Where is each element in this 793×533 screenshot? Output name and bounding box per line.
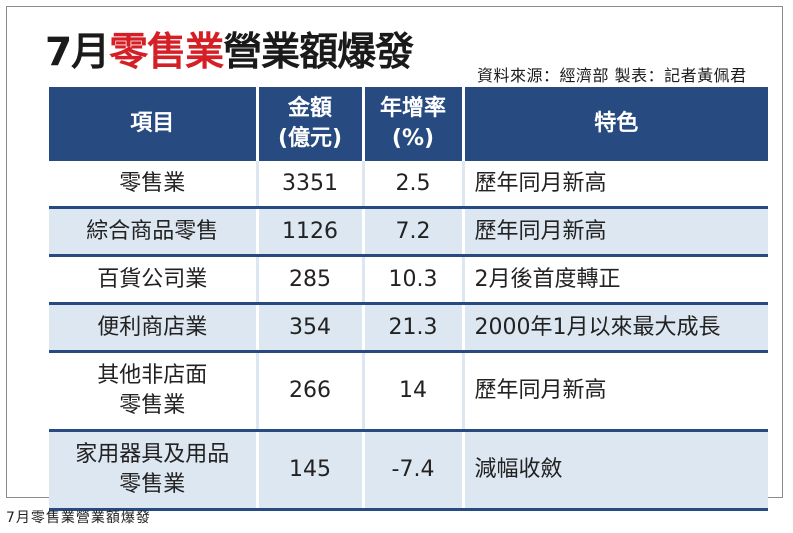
cell-amount: 145 xyxy=(257,430,365,511)
title-prefix: 7月 xyxy=(45,30,110,75)
table-header-row: 項目 金額 (億元) 年增率 (%) 特色 xyxy=(49,87,768,161)
cell-amount: 285 xyxy=(257,255,365,305)
cell-yoy: 7.2 xyxy=(363,207,465,257)
cell-amount: 3351 xyxy=(257,161,365,209)
cell-feature: 2000年1月以來最大成長 xyxy=(463,303,768,353)
cell-feature: 歷年同月新高 xyxy=(463,351,768,432)
infographic-frame: 7月零售業營業額爆發 資料來源：經濟部 製表：記者黃佩君 項目 金額 (億元) … xyxy=(6,6,783,511)
title-row: 7月零售業營業額爆發 資料來源：經濟部 製表：記者黃佩君 xyxy=(45,26,775,85)
cell-item: 綜合商品零售 xyxy=(49,207,259,257)
cell-amount: 266 xyxy=(257,351,365,432)
table-row: 家用器具及用品 零售業 145 -7.4 減幅收斂 xyxy=(49,430,768,511)
cell-item: 家用器具及用品 零售業 xyxy=(49,430,259,511)
header-item: 項目 xyxy=(49,87,259,161)
cell-amount: 1126 xyxy=(257,207,365,257)
cell-feature: 減幅收斂 xyxy=(463,430,768,511)
cell-feature: 歷年同月新高 xyxy=(463,161,768,209)
chart-title: 7月零售業營業額爆發 xyxy=(45,26,414,80)
title-suffix: 營業額爆發 xyxy=(223,30,414,75)
cell-item: 其他非店面 零售業 xyxy=(49,351,259,432)
table-row: 其他非店面 零售業 266 14 歷年同月新高 xyxy=(49,351,768,432)
table-row: 百貨公司業 285 10.3 2月後首度轉正 xyxy=(49,255,768,305)
cell-feature: 歷年同月新高 xyxy=(463,207,768,257)
cell-yoy: -7.4 xyxy=(363,430,465,511)
cell-yoy: 14 xyxy=(363,351,465,432)
table-row: 綜合商品零售 1126 7.2 歷年同月新高 xyxy=(49,207,768,257)
data-table: 項目 金額 (億元) 年增率 (%) 特色 零售業 3351 2.5 xyxy=(49,87,768,511)
cell-yoy: 10.3 xyxy=(363,255,465,305)
header-yoy: 年增率 (%) xyxy=(363,87,465,161)
header-amount: 金額 (億元) xyxy=(257,87,365,161)
source-credit: 資料來源：經濟部 製表：記者黃佩君 xyxy=(477,66,747,85)
cell-yoy: 2.5 xyxy=(363,161,465,209)
cell-amount: 354 xyxy=(257,303,365,353)
cell-item: 零售業 xyxy=(49,161,259,209)
cell-item: 百貨公司業 xyxy=(49,255,259,305)
cell-item: 便利商店業 xyxy=(49,303,259,353)
table-row: 便利商店業 354 21.3 2000年1月以來最大成長 xyxy=(49,303,768,353)
title-highlight: 零售業 xyxy=(109,30,224,75)
image-caption: 7月零售業營業額爆發 xyxy=(6,510,151,526)
table-row: 零售業 3351 2.5 歷年同月新高 xyxy=(49,161,768,209)
header-feature: 特色 xyxy=(463,87,768,161)
cell-yoy: 21.3 xyxy=(363,303,465,353)
cell-feature: 2月後首度轉正 xyxy=(463,255,768,305)
